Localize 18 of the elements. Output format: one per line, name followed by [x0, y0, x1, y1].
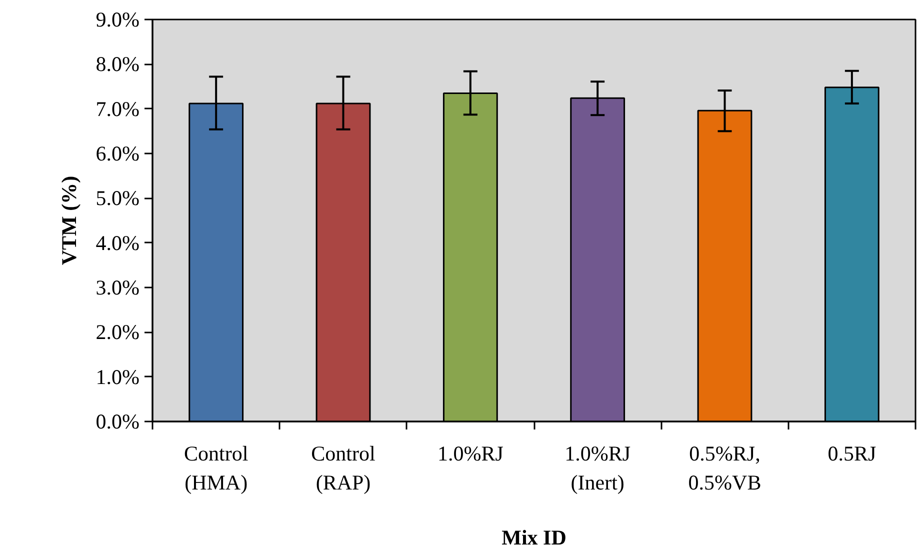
- y-tick-label: 9.0%: [96, 8, 140, 32]
- x-tick-label: Control (HMA): [184, 442, 248, 494]
- y-tick-label: 5.0%: [96, 186, 140, 210]
- y-tick-label: 2.0%: [96, 320, 140, 344]
- x-tick-label: 1.0%RJ: [437, 442, 504, 466]
- x-tick-label: 0.5%RJ, 0.5%VB: [688, 442, 762, 494]
- y-tick-label: 6.0%: [96, 142, 140, 166]
- y-tick-label: 0.0%: [96, 410, 140, 434]
- x-axis-title: Mix ID: [502, 525, 566, 550]
- y-axis-title: VTM (%): [56, 176, 81, 266]
- y-tick-label: 1.0%: [96, 364, 140, 389]
- x-tick-label: Control (RAP): [311, 442, 376, 494]
- y-tick-label: 4.0%: [96, 230, 140, 255]
- x-tick-label: 1.0%RJ (Inert): [564, 442, 631, 494]
- y-tick-label: 8.0%: [96, 52, 140, 76]
- y-tick-label: 3.0%: [96, 276, 140, 300]
- x-tick-label: 0.5RJ: [828, 442, 876, 466]
- y-tick-label: 7.0%: [96, 96, 140, 121]
